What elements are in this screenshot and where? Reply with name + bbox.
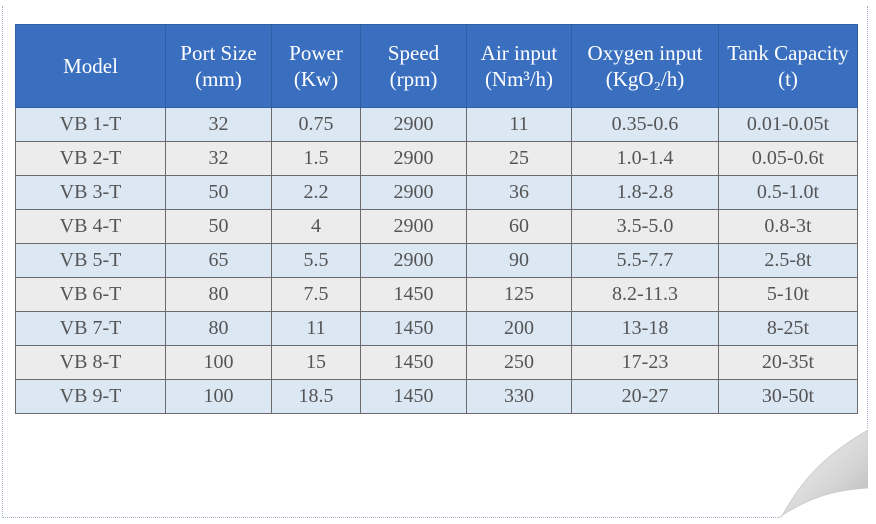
cell-tank-capacity: 20-35t bbox=[718, 345, 858, 380]
cell-model: VB 4-T bbox=[15, 209, 166, 244]
cell-port-size: 100 bbox=[165, 379, 272, 414]
cell-port-size: 50 bbox=[165, 209, 272, 244]
cell-tank-capacity: 30-50t bbox=[718, 379, 858, 414]
header-speed: Speed (rpm) bbox=[360, 24, 467, 108]
cell-speed: 2900 bbox=[360, 209, 467, 244]
table-row: VB 8-T 100 15 1450 250 17-23 20-35t bbox=[15, 345, 858, 380]
cell-oxygen-input: 5.5-7.7 bbox=[571, 243, 719, 278]
header-tank-capacity-unit: (t) bbox=[778, 67, 798, 91]
table-header-row: Model Port Size (mm) Power (Kw) Speed (r… bbox=[15, 24, 858, 108]
header-model: Model bbox=[15, 24, 166, 108]
cell-oxygen-input: 13-18 bbox=[571, 311, 719, 346]
cell-air-input: 11 bbox=[466, 107, 572, 142]
cell-air-input: 125 bbox=[466, 277, 572, 312]
cell-port-size: 65 bbox=[165, 243, 272, 278]
header-port-size-unit: (mm) bbox=[195, 67, 242, 91]
cell-model: VB 2-T bbox=[15, 141, 166, 176]
table-row: VB 3-T 50 2.2 2900 36 1.8-2.8 0.5-1.0t bbox=[15, 175, 858, 210]
table-row: VB 6-T 80 7.5 1450 125 8.2-11.3 5-10t bbox=[15, 277, 858, 312]
cell-oxygen-input: 0.35-0.6 bbox=[571, 107, 719, 142]
cell-speed: 1450 bbox=[360, 379, 467, 414]
table-row: VB 4-T 50 4 2900 60 3.5-5.0 0.8-3t bbox=[15, 209, 858, 244]
cell-port-size: 80 bbox=[165, 277, 272, 312]
cell-port-size: 80 bbox=[165, 311, 272, 346]
cell-model: VB 9-T bbox=[15, 379, 166, 414]
cell-port-size: 50 bbox=[165, 175, 272, 210]
cell-power: 0.75 bbox=[271, 107, 361, 142]
cell-model: VB 3-T bbox=[15, 175, 166, 210]
header-power-label: Power bbox=[289, 41, 343, 65]
cell-power: 7.5 bbox=[271, 277, 361, 312]
table-row: VB 9-T 100 18.5 1450 330 20-27 30-50t bbox=[15, 379, 858, 414]
cell-speed: 1450 bbox=[360, 311, 467, 346]
cell-air-input: 330 bbox=[466, 379, 572, 414]
header-model-label: Model bbox=[63, 54, 118, 78]
cell-model: VB 7-T bbox=[15, 311, 166, 346]
cell-air-input: 25 bbox=[466, 141, 572, 176]
cell-power: 5.5 bbox=[271, 243, 361, 278]
cell-port-size: 100 bbox=[165, 345, 272, 380]
cell-air-input: 250 bbox=[466, 345, 572, 380]
cell-model: VB 5-T bbox=[15, 243, 166, 278]
cell-air-input: 60 bbox=[466, 209, 572, 244]
header-oxygen-input: Oxygen input (KgO₂/h) bbox=[571, 24, 719, 108]
cell-speed: 2900 bbox=[360, 107, 467, 142]
header-power: Power (Kw) bbox=[271, 24, 361, 108]
paper-border bbox=[2, 6, 868, 518]
cell-port-size: 32 bbox=[165, 107, 272, 142]
table-row: VB 5-T 65 5.5 2900 90 5.5-7.7 2.5-8t bbox=[15, 243, 858, 278]
cell-tank-capacity: 8-25t bbox=[718, 311, 858, 346]
cell-speed: 2900 bbox=[360, 175, 467, 210]
header-power-unit: (Kw) bbox=[293, 67, 339, 91]
table-row: VB 1-T 32 0.75 2900 11 0.35-0.6 0.01-0.05t bbox=[15, 107, 858, 142]
cell-tank-capacity: 0.5-1.0t bbox=[718, 175, 858, 210]
cell-power: 15 bbox=[271, 345, 361, 380]
cell-air-input: 36 bbox=[466, 175, 572, 210]
header-speed-label: Speed bbox=[387, 41, 440, 65]
header-air-input-unit: (Nm³/h) bbox=[484, 67, 554, 91]
table-row: VB 7-T 80 11 1450 200 13-18 8-25t bbox=[15, 311, 858, 346]
cell-oxygen-input: 17-23 bbox=[571, 345, 719, 380]
cell-model: VB 8-T bbox=[15, 345, 166, 380]
header-port-size-label: Port Size bbox=[180, 41, 257, 65]
header-tank-capacity-label: Tank Capacity bbox=[727, 41, 849, 65]
cell-oxygen-input: 8.2-11.3 bbox=[571, 277, 719, 312]
table-row: VB 2-T 32 1.5 2900 25 1.0-1.4 0.05-0.6t bbox=[15, 141, 858, 176]
cell-oxygen-input: 20-27 bbox=[571, 379, 719, 414]
cell-speed: 2900 bbox=[360, 243, 467, 278]
cell-air-input: 200 bbox=[466, 311, 572, 346]
cell-model: VB 1-T bbox=[15, 107, 166, 142]
cell-tank-capacity: 0.05-0.6t bbox=[718, 141, 858, 176]
header-speed-unit: (rpm) bbox=[389, 67, 438, 91]
cell-power: 4 bbox=[271, 209, 361, 244]
cell-power: 1.5 bbox=[271, 141, 361, 176]
cell-speed: 1450 bbox=[360, 277, 467, 312]
header-port-size: Port Size (mm) bbox=[165, 24, 272, 108]
page-curl-icon bbox=[778, 428, 868, 518]
cell-air-input: 90 bbox=[466, 243, 572, 278]
cell-power: 11 bbox=[271, 311, 361, 346]
header-air-input: Air input (Nm³/h) bbox=[466, 24, 572, 108]
cell-oxygen-input: 1.0-1.4 bbox=[571, 141, 719, 176]
cell-speed: 2900 bbox=[360, 141, 467, 176]
header-oxygen-input-label: Oxygen input bbox=[587, 41, 703, 65]
cell-port-size: 32 bbox=[165, 141, 272, 176]
header-oxygen-input-unit: (KgO₂/h) bbox=[605, 67, 685, 91]
cell-tank-capacity: 5-10t bbox=[718, 277, 858, 312]
specification-table: Model Port Size (mm) Power (Kw) Speed (r… bbox=[15, 24, 858, 414]
cell-speed: 1450 bbox=[360, 345, 467, 380]
cell-tank-capacity: 0.01-0.05t bbox=[718, 107, 858, 142]
cell-power: 2.2 bbox=[271, 175, 361, 210]
header-air-input-label: Air input bbox=[480, 41, 558, 65]
cell-power: 18.5 bbox=[271, 379, 361, 414]
cell-oxygen-input: 3.5-5.0 bbox=[571, 209, 719, 244]
table-body: VB 1-T 32 0.75 2900 11 0.35-0.6 0.01-0.05t VB 2… bbox=[15, 107, 858, 414]
cell-oxygen-input: 1.8-2.8 bbox=[571, 175, 719, 210]
cell-model: VB 6-T bbox=[15, 277, 166, 312]
cell-tank-capacity: 0.8-3t bbox=[718, 209, 858, 244]
cell-tank-capacity: 2.5-8t bbox=[718, 243, 858, 278]
header-tank-capacity: Tank Capacity (t) bbox=[718, 24, 858, 108]
